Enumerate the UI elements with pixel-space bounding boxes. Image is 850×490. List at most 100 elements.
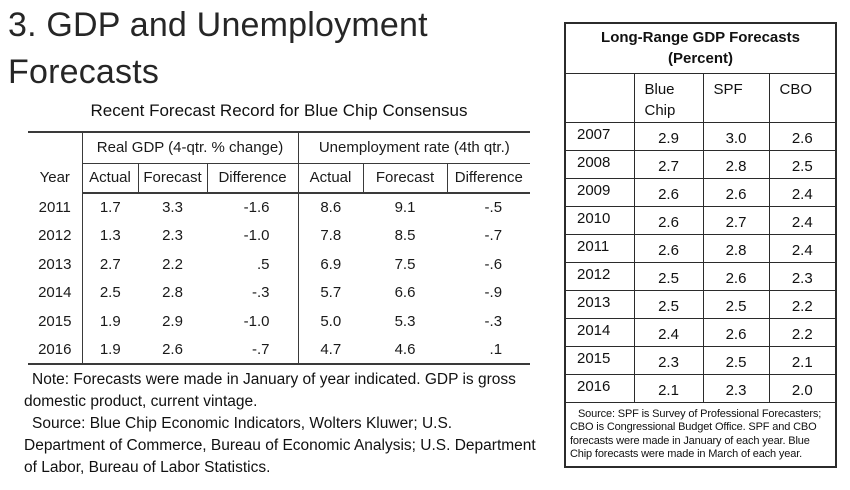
table-row: 2011 1.7 3.3 -1.6 8.6 9.1 -.5 <box>28 193 530 222</box>
ur-difference-cell: -.7 <box>484 227 503 245</box>
ur-forecast-cell: 7.5 <box>394 255 416 273</box>
gdp-group-header: Real GDP (4-qtr. % change) <box>82 132 299 164</box>
ur-forecast-header: Forecast <box>362 163 448 194</box>
year-cell: 2014 <box>28 278 83 307</box>
unemployment-group-header: Unemployment rate (4th qtr.) <box>297 132 531 164</box>
table-row: 2016 2.1 2.3 2.0 <box>564 373 837 403</box>
source-text: Source: Blue Chip Economic Indicators, W… <box>24 415 536 476</box>
year-cell: 2015 <box>28 307 83 336</box>
year-cell: 2012 <box>564 261 635 291</box>
gdp-actual-header: Actual <box>82 163 138 194</box>
table-row: 2012 1.3 2.3 -1.0 7.8 8.5 -.7 <box>28 221 530 250</box>
spf-cell: 2.6 <box>702 317 770 347</box>
cbo-cell: 2.5 <box>768 149 837 179</box>
year-cell: 2014 <box>564 317 635 347</box>
blue-chip-cell: 2.9 <box>633 121 704 151</box>
gdp-difference-cell: -1.0 <box>243 312 270 330</box>
gdp-difference-header: Difference <box>206 163 299 194</box>
gdp-forecast-cell: 2.8 <box>162 284 183 302</box>
slide-title: 3. GDP and Unemployment Forecasts <box>8 6 428 91</box>
spf-cell: 3.0 <box>702 121 770 151</box>
gdp-actual-cell: 1.7 <box>99 199 121 217</box>
gdp-difference-cell: -1.6 <box>243 199 270 217</box>
table-row: 2015 2.3 2.5 2.1 <box>564 345 837 375</box>
cbo-cell: 2.3 <box>768 261 837 291</box>
table-row: 2013 2.5 2.5 2.2 <box>564 289 837 319</box>
blue-chip-column-header: Blue Chip <box>633 72 704 123</box>
year-cell: 2011 <box>28 193 83 222</box>
gdp-actual-cell: 1.3 <box>99 227 121 245</box>
ur-difference-cell: .1 <box>489 340 503 358</box>
cbo-cell: 2.1 <box>768 345 837 375</box>
spf-cell: 2.5 <box>702 289 770 319</box>
gdp-difference-cell: -.3 <box>252 284 270 302</box>
cbo-cell: 2.4 <box>768 205 837 235</box>
blue-chip-forecast-table: Year Real GDP (4-qtr. % change) Unemploy… <box>28 131 531 365</box>
ur-difference-cell: -.6 <box>484 255 503 273</box>
gdp-forecast-header: Forecast <box>137 163 207 194</box>
blue-chip-cell: 2.6 <box>633 177 704 207</box>
ur-actual-cell: 8.6 <box>297 193 364 222</box>
year-column-header: Year <box>28 132 83 193</box>
ur-actual-header: Actual <box>297 163 364 194</box>
ur-actual-cell: 5.7 <box>297 278 364 307</box>
table-row: 2009 2.6 2.6 2.4 <box>564 177 837 207</box>
blue-chip-cell: 2.5 <box>633 261 704 291</box>
table-row: 2016 1.9 2.6 -.7 4.7 4.6 .1 <box>28 335 530 364</box>
cbo-cell: 2.0 <box>768 373 837 403</box>
table-row: 2012 2.5 2.6 2.3 <box>564 261 837 291</box>
ur-forecast-cell: 5.3 <box>394 312 416 330</box>
ur-actual-cell: 5.0 <box>297 307 364 336</box>
ur-forecast-cell: 8.5 <box>394 227 416 245</box>
gdp-difference-cell: -1.0 <box>243 227 270 245</box>
table-row: 2011 2.6 2.8 2.4 <box>564 233 837 263</box>
blue-chip-cell: 2.1 <box>633 373 704 403</box>
year-cell: 2012 <box>28 221 83 250</box>
cbo-cell: 2.4 <box>768 233 837 263</box>
ur-actual-cell: 7.8 <box>297 221 364 250</box>
ur-forecast-cell: 9.1 <box>394 199 416 217</box>
note-text: Note: Forecasts were made in January of … <box>24 371 516 410</box>
ur-difference-cell: -.3 <box>484 312 503 330</box>
cbo-cell: 2.6 <box>768 121 837 151</box>
left-table-notes: Note: Forecasts were made in January of … <box>24 369 536 479</box>
table-row: 2008 2.7 2.8 2.5 <box>564 149 837 179</box>
group-header-row: Year Real GDP (4-qtr. % change) Unemploy… <box>28 132 531 193</box>
year-cell: 2016 <box>564 373 635 403</box>
year-cell: 2009 <box>564 177 635 207</box>
ur-actual-cell: 6.9 <box>297 250 364 279</box>
table-row: 2014 2.5 2.8 -.3 5.7 6.6 -.9 <box>28 278 530 307</box>
ur-forecast-cell: 6.6 <box>394 284 416 302</box>
gdp-actual-cell: 2.7 <box>99 255 121 273</box>
right-table-title: Long-Range GDP Forecasts (Percent) <box>564 22 837 74</box>
gdp-actual-cell: 2.5 <box>99 284 121 302</box>
ur-difference-cell: -.9 <box>484 284 503 302</box>
long-range-forecast-table: Long-Range GDP Forecasts (Percent) Blue … <box>564 22 837 468</box>
ur-difference-header: Difference <box>446 163 531 194</box>
year-cell: 2015 <box>564 345 635 375</box>
spf-cell: 2.3 <box>702 373 770 403</box>
gdp-forecast-cell: 2.3 <box>162 227 183 245</box>
cbo-column-header: CBO <box>768 72 837 123</box>
gdp-forecast-cell: 2.2 <box>162 255 183 273</box>
title-row: Long-Range GDP Forecasts (Percent) <box>564 22 837 74</box>
ur-actual-cell: 4.7 <box>297 335 364 364</box>
table-row: 2013 2.7 2.2 .5 6.9 7.5 -.6 <box>28 250 530 279</box>
year-cell: 2013 <box>28 250 83 279</box>
cbo-cell: 2.2 <box>768 289 837 319</box>
table-row: 2010 2.6 2.7 2.4 <box>564 205 837 235</box>
table-row: 2007 2.9 3.0 2.6 <box>564 121 837 151</box>
spf-cell: 2.7 <box>702 205 770 235</box>
sub-header-row: Actual Forecast Difference Actual Foreca… <box>28 163 531 194</box>
year-cell: 2008 <box>564 149 635 179</box>
year-cell: 2007 <box>564 121 635 151</box>
gdp-forecast-cell: 2.9 <box>162 312 183 330</box>
gdp-difference-cell: -.7 <box>252 340 270 358</box>
header-row: Blue Chip SPF CBO <box>564 72 837 123</box>
spf-column-header: SPF <box>702 72 770 123</box>
source-row: Source: SPF is Survey of Professional Fo… <box>564 401 837 468</box>
blue-chip-cell: 2.5 <box>633 289 704 319</box>
gdp-forecast-cell: 2.6 <box>162 340 183 358</box>
spf-cell: 2.6 <box>702 177 770 207</box>
gdp-actual-cell: 1.9 <box>99 312 121 330</box>
